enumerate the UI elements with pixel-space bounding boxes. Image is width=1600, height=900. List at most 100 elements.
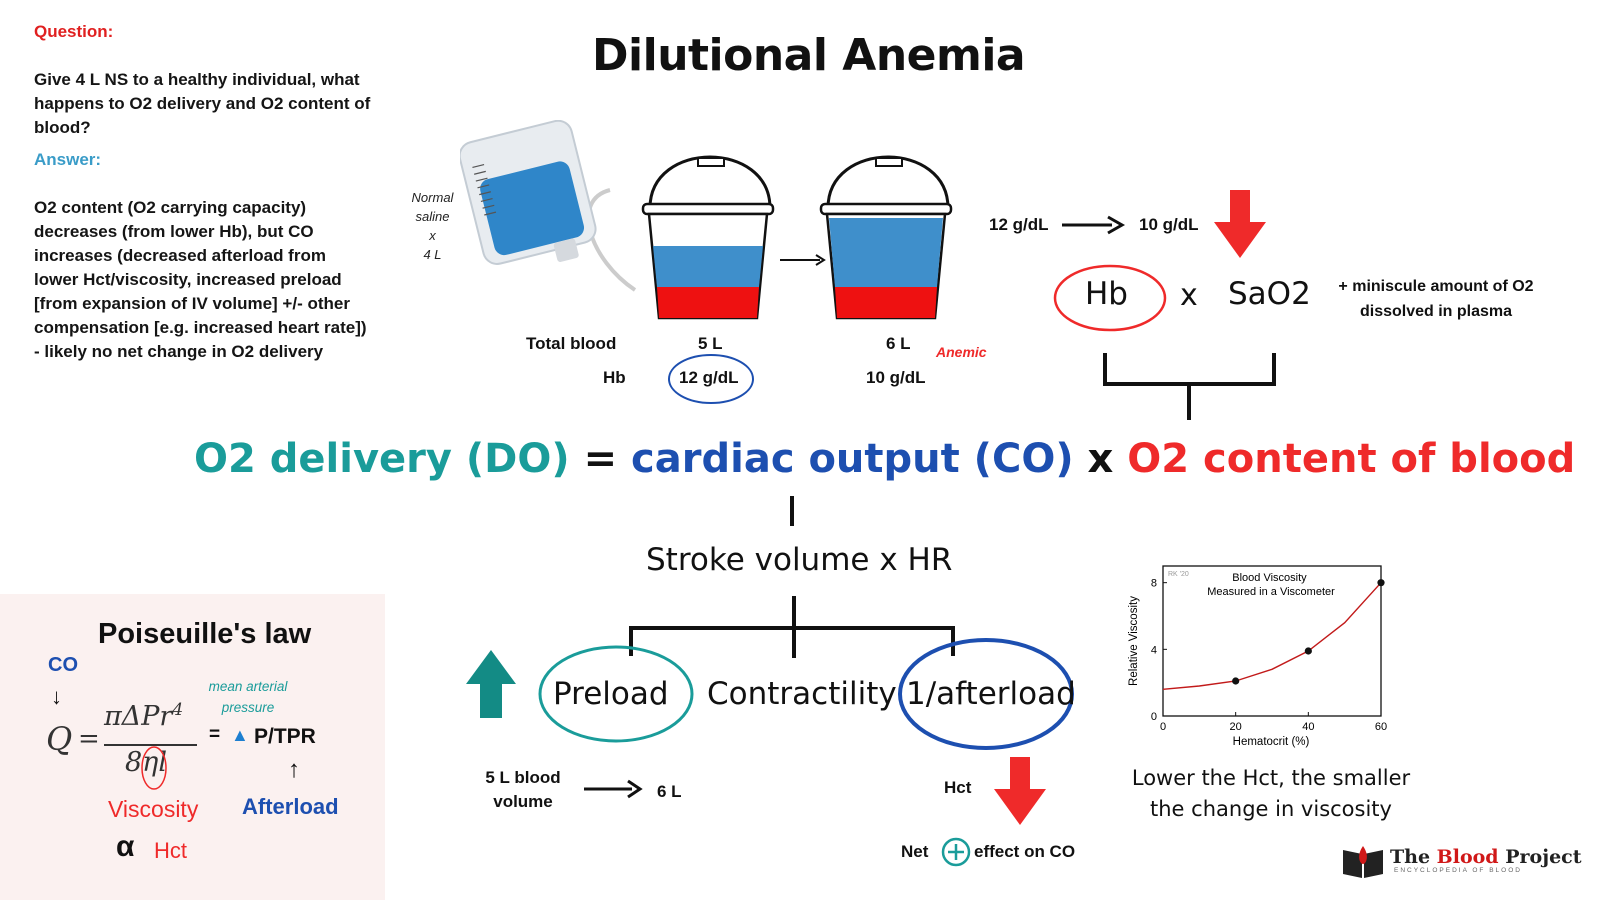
- viscosity-label: Viscosity: [108, 796, 199, 822]
- poiseuille-panel: [0, 594, 385, 900]
- chart-curve: [1162, 582, 1382, 690]
- fraction-bar: [104, 744, 197, 746]
- chart-xlabel: Hematocrit (%): [1233, 736, 1310, 748]
- rhs-eq: =: [209, 724, 221, 745]
- saline-line-2: saline: [415, 209, 450, 224]
- question-label: Question:: [34, 22, 114, 41]
- before-volume: 5 L: [698, 334, 723, 353]
- decrease-arrow-icon: [1214, 190, 1266, 258]
- chart-title: Blood Viscosity Measured in a Viscometer: [1207, 572, 1335, 598]
- eq-content: O2 content of blood: [1127, 436, 1576, 482]
- numerator-power: 4: [172, 700, 184, 720]
- afterload-circle: [898, 638, 1074, 750]
- x-tick-label: 20: [1230, 721, 1242, 733]
- y-tick-label: 4: [1151, 644, 1157, 656]
- page-title: Dilutional Anemia: [592, 30, 1026, 81]
- x-tick-label: 40: [1302, 721, 1314, 733]
- net-effect-label: effect on CO: [974, 842, 1076, 861]
- after-hb: 10 g/dL: [866, 368, 926, 387]
- eta-circle: [141, 746, 167, 790]
- co-connector: [790, 496, 794, 526]
- poiseuille-co: CO: [48, 654, 78, 676]
- bucket-before-icon: [641, 155, 775, 320]
- chart-point: [1304, 647, 1312, 655]
- saline-label: Normal saline x 4 L: [400, 188, 465, 264]
- content-sao2: SaO2: [1228, 276, 1311, 312]
- arrow-right-icon: [584, 779, 643, 799]
- logo-tagline: ENCYCLOPEDIA OF BLOOD: [1394, 867, 1522, 874]
- hb-to: 10 g/dL: [1139, 215, 1199, 234]
- viscosity-chart: RK '20 Blood Viscosity Measured in a Vis…: [1128, 565, 1387, 748]
- poiseuille-eq: =: [78, 724, 100, 754]
- hb-row-label: Hb: [603, 368, 626, 387]
- total-blood-label: Total blood: [526, 334, 617, 353]
- dissolved-o2-note: + miniscule amount of O2 dissolved in pl…: [1338, 278, 1534, 320]
- co-arrow-down: ↓: [51, 684, 62, 709]
- map-note: mean arterial pressure: [196, 676, 300, 718]
- logo-the: The: [1390, 846, 1431, 868]
- chart-title-line-1: Blood Viscosity: [1232, 572, 1307, 584]
- arrow-right-icon: [1062, 215, 1126, 235]
- preload-to: 6 L: [657, 782, 682, 801]
- rhs-triangle-icon: ▲: [231, 725, 249, 745]
- rhs-p-tpr: P/TPR: [254, 725, 316, 748]
- decrease-arrow-icon: [994, 757, 1046, 825]
- stroke-volume: Stroke volume x HR: [646, 542, 953, 578]
- saline-line-3: x: [429, 228, 436, 243]
- hct-proportional: Hct: [154, 838, 187, 863]
- content-times: x: [1180, 278, 1198, 313]
- before-hb-circle: [668, 354, 754, 404]
- afterload-up-arrow: ↑: [288, 756, 300, 783]
- afterload-label: 1/afterload: [906, 676, 1076, 712]
- map-note-text: mean arterial pressure: [208, 679, 288, 715]
- preload-label: Preload: [553, 676, 669, 712]
- dilution-illustration: [460, 120, 953, 320]
- x-tick-label: 60: [1375, 721, 1387, 733]
- hb-from: 12 g/dL: [989, 215, 1049, 234]
- chart-point: [1232, 677, 1240, 685]
- proportional-symbol: α: [116, 830, 135, 863]
- eq-do: O2 delivery (DO): [194, 436, 570, 482]
- answer-label: Answer:: [34, 150, 102, 169]
- preload-from: 5 L blood volume: [485, 768, 561, 811]
- chart-watermark: RK '20: [1168, 571, 1189, 578]
- anemic-tag: Anemic: [936, 344, 987, 360]
- saline-line-1: Normal: [411, 190, 454, 205]
- eq-equals: =: [583, 436, 618, 482]
- poiseuille-numerator: πΔPr4: [104, 700, 183, 732]
- arrow-right-icon: [780, 254, 826, 266]
- content-bracket: [1103, 353, 1276, 420]
- hct-label: Hct: [944, 778, 972, 797]
- content-hb: Hb: [1085, 276, 1128, 312]
- y-tick-label: 8: [1151, 578, 1157, 590]
- hb-circle: [1053, 264, 1167, 332]
- eq-times: x: [1087, 436, 1114, 482]
- contractility-label: Contractility: [707, 676, 897, 712]
- bucket-after-icon: [819, 155, 953, 320]
- chart-frame: [1162, 565, 1382, 717]
- before-hb: 12 g/dL: [679, 368, 739, 387]
- chart-point: [1377, 579, 1385, 587]
- poiseuille-q: Q: [46, 720, 73, 758]
- chart-title-line-2: Measured in a Viscometer: [1207, 586, 1335, 598]
- x-tick-label: 0: [1160, 721, 1166, 733]
- chart-points: [1232, 579, 1385, 685]
- book-logo-icon: [1343, 846, 1383, 878]
- logo-blood: Blood: [1436, 846, 1499, 868]
- eq-co: cardiac output (CO): [631, 436, 1074, 482]
- main-equation: O2 delivery (DO) = cardiac output (CO) x…: [194, 436, 1575, 482]
- saline-line-4: 4 L: [423, 247, 442, 262]
- y-tick-label: 0: [1151, 711, 1157, 723]
- numerator-text: πΔPr: [104, 701, 173, 732]
- logo-text: The Blood Project: [1390, 846, 1582, 868]
- chart-ticks: 0 20 40 60 0 4 8: [1151, 578, 1387, 733]
- plus-circle-icon: [941, 837, 971, 867]
- poiseuille-title: Poiseuille's law: [98, 618, 312, 650]
- increase-arrow-icon: [466, 650, 516, 718]
- preload-circle: [538, 645, 694, 743]
- iv-bag-icon: [460, 120, 637, 292]
- question-text: Give 4 L NS to a healthy individual, wha…: [34, 70, 371, 137]
- logo-project: Project: [1505, 846, 1582, 868]
- viscosity-caption: Lower the Hct, the smaller the change in…: [1131, 766, 1411, 821]
- afterload-label-p: Afterload: [242, 794, 339, 819]
